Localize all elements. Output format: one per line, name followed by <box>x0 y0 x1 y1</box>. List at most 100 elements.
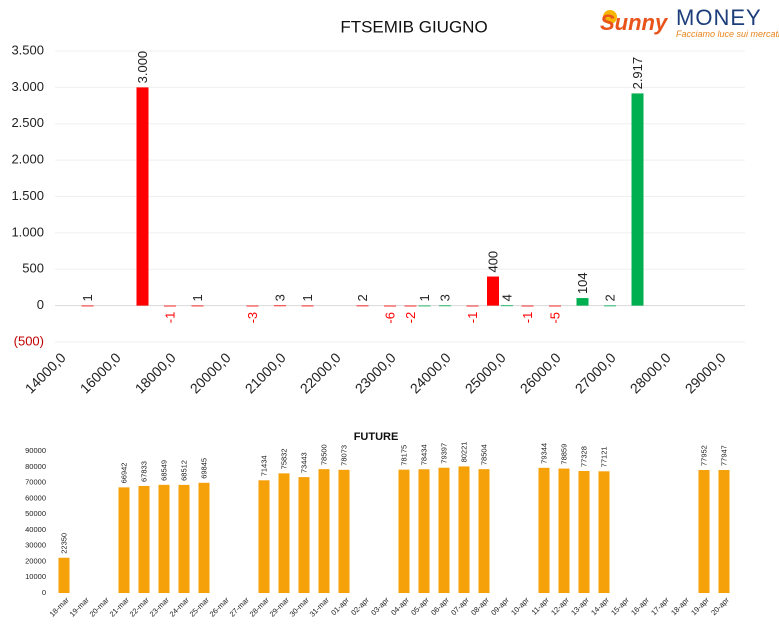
y-tick-label: 20000 <box>25 556 46 565</box>
chart-title: FUTURE <box>354 431 399 443</box>
data-label: -1 <box>465 312 480 324</box>
x-tick-label: 16-apr <box>629 595 651 617</box>
x-tick-label: 15-apr <box>609 595 631 617</box>
bar <box>278 473 290 593</box>
data-label: -2 <box>403 312 418 324</box>
data-label: -1 <box>163 312 178 324</box>
x-tick-label: 18000,0 <box>132 349 179 396</box>
data-label: 75832 <box>280 448 289 469</box>
bar <box>164 305 176 307</box>
x-tick-label: 20-apr <box>709 595 731 617</box>
logo-name: MONEY <box>676 5 762 30</box>
x-tick-label: 14-apr <box>589 595 611 617</box>
bar <box>398 469 410 593</box>
data-label: 79344 <box>540 443 549 464</box>
data-label: -6 <box>383 312 398 324</box>
data-label: 4 <box>500 294 515 301</box>
bar <box>158 484 170 593</box>
bar <box>356 305 369 307</box>
bar <box>576 298 589 306</box>
bar <box>578 470 590 593</box>
bar <box>487 276 499 306</box>
data-label: 68549 <box>160 460 169 481</box>
x-tick-label: 03-apr <box>369 595 391 617</box>
bar <box>246 305 259 307</box>
bar <box>258 480 270 593</box>
data-label: 1 <box>417 294 432 301</box>
x-tick-label: 23-mar <box>148 595 172 619</box>
bar <box>439 305 451 307</box>
y-tick-label: 500 <box>22 261 44 276</box>
data-label: 2.917 <box>630 57 645 90</box>
y-tick-label: 0 <box>37 297 44 312</box>
x-tick-label: 19-apr <box>689 595 711 617</box>
data-label: 79397 <box>440 443 449 464</box>
x-tick-label: 18-apr <box>669 595 691 617</box>
y-tick-label: 3.500 <box>11 42 44 57</box>
data-label: 77121 <box>600 446 609 467</box>
x-tick-label: 08-apr <box>469 595 491 617</box>
bar <box>384 305 396 307</box>
x-tick-label: 10-apr <box>509 595 531 617</box>
bar <box>178 484 190 593</box>
y-tick-label: 70000 <box>25 478 46 487</box>
y-tick-label: 60000 <box>25 493 46 502</box>
x-tick-label: 11-apr <box>530 595 552 617</box>
x-tick-label: 28-mar <box>248 595 272 619</box>
data-label: 78073 <box>340 445 349 466</box>
x-tick-label: 18-mar <box>48 595 72 619</box>
y-tick-label: 90000 <box>25 446 46 455</box>
x-tick-label: 25000,0 <box>462 349 509 396</box>
y-tick-label: 2.000 <box>11 152 44 167</box>
x-tick-label: 13-apr <box>569 595 591 617</box>
data-label: 69845 <box>200 458 209 479</box>
data-label: 67833 <box>140 461 149 482</box>
bar <box>136 87 149 306</box>
data-label: 78434 <box>420 444 429 465</box>
data-label: 73443 <box>300 452 309 473</box>
data-label: 68512 <box>180 460 189 481</box>
x-tick-label: 17-apr <box>649 595 671 617</box>
data-label: 77952 <box>700 445 709 466</box>
x-tick-label: 28000,0 <box>627 349 674 396</box>
data-label: 104 <box>575 272 590 294</box>
x-tick-label: 26000,0 <box>517 349 564 396</box>
x-tick-label: 22-mar <box>128 595 152 619</box>
logo-sun <box>603 10 617 24</box>
x-tick-label: 21-mar <box>108 595 132 619</box>
bar <box>404 305 417 307</box>
bar <box>81 305 94 307</box>
x-tick-label: 24-mar <box>168 595 192 619</box>
y-tick-label: 50000 <box>25 509 46 518</box>
x-tick-label: 27000,0 <box>572 349 619 396</box>
x-tick-label: 12-apr <box>549 595 571 617</box>
data-label: -3 <box>245 312 260 324</box>
logo-tagline: Facciamo luce sui mercati <box>676 29 779 39</box>
x-tick-label: 29-mar <box>268 595 292 619</box>
x-tick-label: 16000,0 <box>77 349 124 396</box>
bar <box>466 305 479 307</box>
x-tick-label: 02-apr <box>349 595 371 617</box>
bar <box>538 467 550 593</box>
bar <box>191 305 204 307</box>
x-tick-label: 09-apr <box>489 595 511 617</box>
data-label: 2 <box>603 294 618 301</box>
x-tick-label: 23000,0 <box>352 349 399 396</box>
x-tick-label: 20-mar <box>88 595 112 619</box>
bar-chart: FUTURE 0 10000 20000 30000 40000 50000 60000 700… <box>25 431 731 619</box>
data-label: 77947 <box>720 445 729 466</box>
y-tick-label: (500) <box>14 333 44 348</box>
x-tick-label: 14000,0 <box>22 349 69 396</box>
data-label: 71434 <box>260 455 269 476</box>
x-tick-label: 22000,0 <box>297 349 344 396</box>
x-tick-label: 04-apr <box>389 595 411 617</box>
x-tick-label: 31-mar <box>308 595 332 619</box>
y-tick-label: 3.000 <box>11 79 44 94</box>
bar <box>301 305 314 307</box>
data-label: 1 <box>80 294 95 301</box>
bar-chart: FTSEMIB GIUGNO (500) 0 500 1.000 1.500 2.000 2.… <box>11 17 745 397</box>
data-label: 78500 <box>320 444 329 465</box>
data-label: 2 <box>355 294 370 301</box>
